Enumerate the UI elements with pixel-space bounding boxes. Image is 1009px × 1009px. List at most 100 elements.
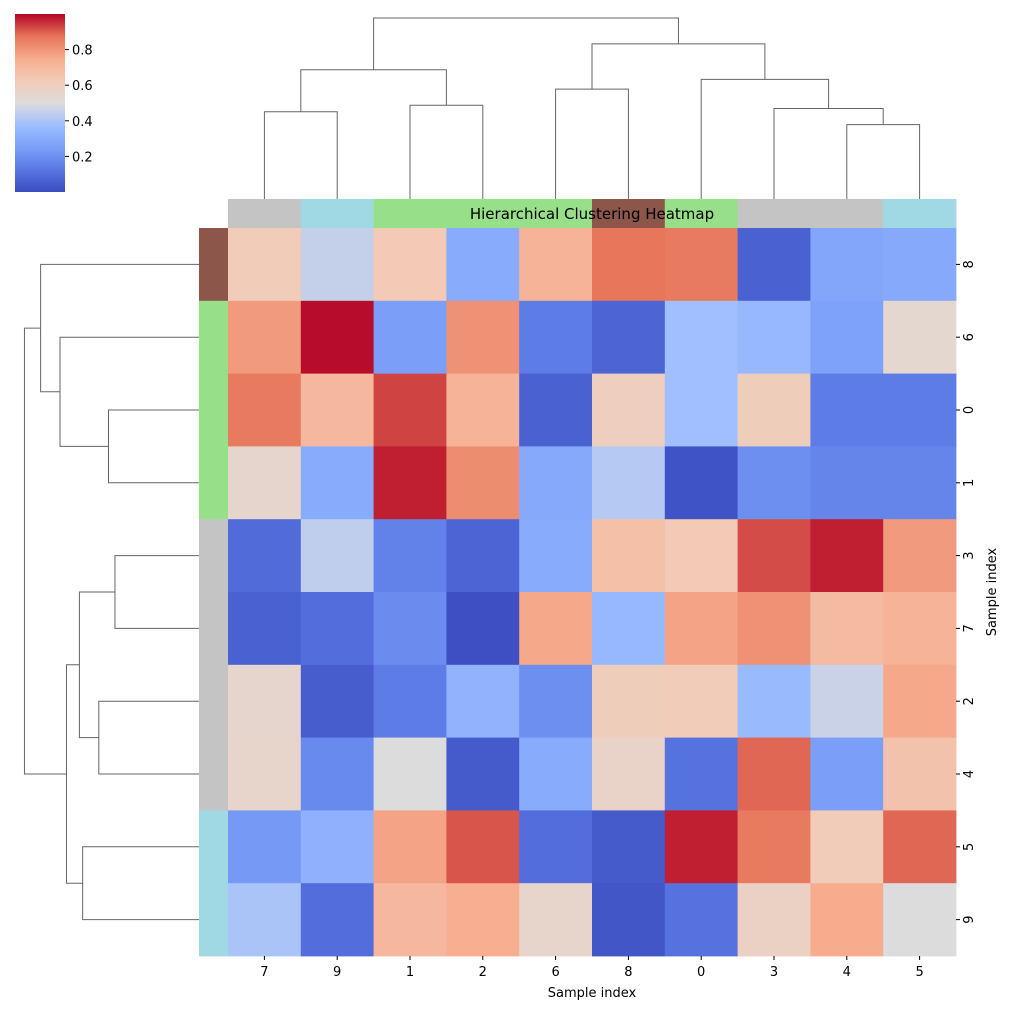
heatmap-cell-r6-c2 <box>373 664 447 738</box>
heatmap-cell-r2-c5 <box>592 373 666 447</box>
heatmap-cell-r3-c0 <box>228 446 302 520</box>
y-axis-label: Sample index <box>985 547 1000 636</box>
heatmap-cell-r4-c5 <box>592 519 666 593</box>
dendrogram-link-7 <box>65 664 83 884</box>
heatmap-cell-r9-c9 <box>883 883 957 957</box>
dendrogram-link-8 <box>373 17 679 70</box>
heatmap-cell-r9-c3 <box>446 883 520 957</box>
heatmap-cell-r9-c4 <box>519 883 593 957</box>
heatmap-cell-r3-c4 <box>519 446 593 520</box>
column-color-2 <box>373 199 447 228</box>
heatmap-cell-r4-c9 <box>883 519 957 593</box>
dendrogram-link-5 <box>700 78 830 199</box>
heatmap-cell-r4-c8 <box>810 519 884 593</box>
row-cluster-colors <box>199 228 228 957</box>
heatmap-cell-r5-c5 <box>592 592 666 666</box>
x-tick-label: 0 <box>697 965 705 980</box>
colorbar-gradient <box>15 14 65 192</box>
heatmap-cell-r1-c3 <box>446 300 520 374</box>
x-tick-label: 3 <box>770 965 778 980</box>
colorbar-ticks: 0.2 0.4 0.6 0.8 <box>65 44 93 165</box>
dendrogram-link-1 <box>409 104 484 199</box>
heatmap-cell-r6-c1 <box>300 664 374 738</box>
heatmap-cell-r3-c9 <box>883 446 957 520</box>
x-tick-labels: 7 9 1 2 6 8 0 3 4 5 <box>260 956 924 980</box>
heatmap-cell-r6-c0 <box>228 664 302 738</box>
heatmap-cell-r3-c6 <box>664 446 738 520</box>
dendrogram-link-2 <box>40 263 199 393</box>
heatmap-cell-r9-c6 <box>664 883 738 957</box>
heatmap-cell-r1-c5 <box>592 300 666 374</box>
column-color-5 <box>592 199 666 228</box>
heatmap-cell-r4-c4 <box>519 519 593 593</box>
heatmap-cell-r8-c5 <box>592 810 666 884</box>
x-tick-label: 5 <box>915 965 923 980</box>
heatmap-cell-r1-c0 <box>228 300 302 374</box>
dendrogram-link-8 <box>23 327 67 775</box>
heatmap-cell-r4-c1 <box>300 519 374 593</box>
colorbar-tick-label: 0.6 <box>72 79 93 94</box>
heatmap-cell-r8-c1 <box>300 810 374 884</box>
heatmap-cell-r2-c6 <box>664 373 738 447</box>
heatmap-cell-r1-c1 <box>300 300 374 374</box>
x-tick-label: 7 <box>260 965 268 980</box>
heatmap-cell-r5-c9 <box>883 592 957 666</box>
heatmap-cell-r1-c7 <box>737 300 811 374</box>
heatmap-cell-r0-c4 <box>519 228 593 302</box>
heatmap-cell-r7-c8 <box>810 737 884 811</box>
heatmap-cell-r5-c4 <box>519 592 593 666</box>
heatmap-cell-r0-c6 <box>664 228 738 302</box>
heatmap-cell-r8-c7 <box>737 810 811 884</box>
heatmap-cell-r4-c7 <box>737 519 811 593</box>
heatmap-cell-r8-c6 <box>664 810 738 884</box>
y-tick-label: 7 <box>962 624 977 632</box>
x-tick-label: 4 <box>843 965 851 980</box>
heatmap-cell-r7-c7 <box>737 737 811 811</box>
heatmap-cells <box>228 228 957 957</box>
dendrogram-link-2 <box>555 88 629 199</box>
colorbar-tick-label: 0.2 <box>72 150 93 165</box>
chart-title: Hierarchical Clustering Heatmap <box>470 205 714 223</box>
row-color-6 <box>199 664 228 738</box>
column-color-9 <box>883 199 957 228</box>
dendrogram-link-4 <box>98 700 199 775</box>
colorbar-tick-label: 0.8 <box>72 44 93 59</box>
heatmap-cell-r0-c2 <box>373 228 447 302</box>
heatmap-cell-r8-c3 <box>446 810 520 884</box>
heatmap-cell-r3-c5 <box>592 446 666 520</box>
heatmap-cell-r6-c6 <box>664 664 738 738</box>
heatmap-cell-r7-c2 <box>373 737 447 811</box>
y-tick-label: 3 <box>962 551 977 559</box>
heatmap-cell-r2-c3 <box>446 373 520 447</box>
row-color-4 <box>199 519 228 593</box>
heatmap-cell-r0-c9 <box>883 228 957 302</box>
heatmap-cell-r1-c2 <box>373 300 447 374</box>
heatmap-cell-r1-c8 <box>810 300 884 374</box>
row-color-3 <box>199 446 228 520</box>
heatmap-cell-r1-c6 <box>664 300 738 374</box>
heatmap-cell-r2-c4 <box>519 373 593 447</box>
y-tick-label: 1 <box>962 479 977 487</box>
heatmap-cell-r3-c2 <box>373 446 447 520</box>
heatmap-cell-r0-c0 <box>228 228 302 302</box>
heatmap-cell-r6-c3 <box>446 664 520 738</box>
heatmap-cell-r5-c2 <box>373 592 447 666</box>
x-tick-label: 2 <box>479 965 487 980</box>
heatmap-cell-r9-c2 <box>373 883 447 957</box>
column-color-7 <box>737 199 811 228</box>
heatmap-cell-r2-c0 <box>228 373 302 447</box>
heatmap-cell-r1-c4 <box>519 300 593 374</box>
x-tick-label: 9 <box>333 965 341 980</box>
column-color-0 <box>228 199 302 228</box>
heatmap-cell-r3-c8 <box>810 446 884 520</box>
heatmap-cell-r2-c2 <box>373 373 447 447</box>
y-tick-label: 4 <box>962 770 977 778</box>
column-color-6 <box>664 199 738 228</box>
heatmap-cell-r9-c5 <box>592 883 666 957</box>
y-tick-label: 8 <box>962 260 977 268</box>
column-color-8 <box>810 199 884 228</box>
heatmap-cell-r2-c8 <box>810 373 884 447</box>
heatmap-cell-r8-c2 <box>373 810 447 884</box>
heatmap-cell-r8-c9 <box>883 810 957 884</box>
